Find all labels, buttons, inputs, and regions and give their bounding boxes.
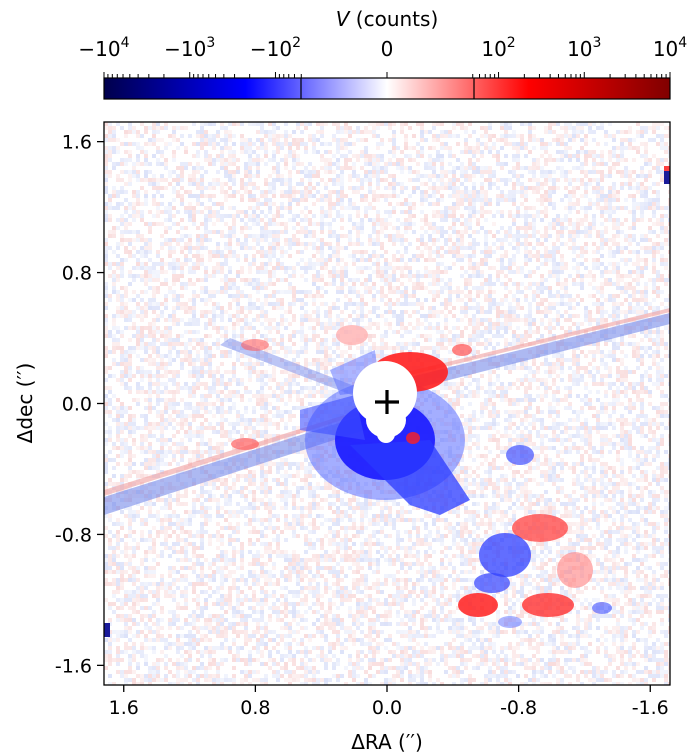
x-tick-label: 0.8 xyxy=(240,697,270,719)
y-axis-ticks: 1.6 0.8 0.0 -0.8 -1.6 xyxy=(55,132,104,677)
colorbar-tick-label: 0 xyxy=(381,37,394,61)
edge-artifact-right xyxy=(664,170,670,184)
y-tick-label: -0.8 xyxy=(55,524,92,546)
y-axis-label: Δdec (′′) xyxy=(13,363,37,444)
streak-upper-left xyxy=(220,338,370,400)
red-spot-upper-left xyxy=(241,339,269,351)
red-spot-left xyxy=(231,438,259,450)
clump-blue-1 xyxy=(479,533,531,577)
x-tick-label: -1.6 xyxy=(632,697,669,719)
clump-blue-3 xyxy=(592,602,612,614)
mask-disc-tail xyxy=(377,425,395,443)
colorbar-ticks xyxy=(103,72,671,78)
red-spot-right xyxy=(452,344,472,356)
star-position-marker xyxy=(375,390,399,414)
colorbar-label: V (counts) xyxy=(336,7,439,31)
colorbar-tick-label: 104 xyxy=(653,35,687,61)
clump-blue-2 xyxy=(474,573,510,593)
colorbar-tick-label: −104 xyxy=(78,35,129,61)
y-tick-label: -1.6 xyxy=(55,655,92,677)
blue-plume-lower xyxy=(350,440,470,515)
x-axis-ticks: 1.6 0.8 0.0 -0.8 -1.6 xyxy=(109,685,669,719)
blue-spot-right xyxy=(506,445,534,465)
colorbar xyxy=(103,77,671,100)
clump-red-4 xyxy=(557,552,593,588)
y-tick-label: 1.6 xyxy=(62,132,92,154)
red-spot-lower xyxy=(406,432,420,444)
streak-upper-right xyxy=(390,313,670,395)
x-tick-label: 1.6 xyxy=(109,697,139,719)
y-tick-label: 0.8 xyxy=(62,263,92,285)
y-tick-label: 0.0 xyxy=(62,394,92,416)
streak-upper-right-red xyxy=(390,308,670,380)
colorbar-tick-label: −103 xyxy=(164,35,215,61)
clump-blue-4 xyxy=(498,616,522,628)
x-tick-label: -0.8 xyxy=(500,697,537,719)
clump-red-1 xyxy=(512,514,568,542)
edge-artifact-right-red xyxy=(664,166,670,171)
x-axis-label: ΔRA (′′) xyxy=(351,730,423,754)
colorbar-tick-label: 103 xyxy=(567,35,601,61)
colorbar-tick-label: −102 xyxy=(250,35,301,61)
x-tick-label: 0.0 xyxy=(372,697,402,719)
edge-artifact-left xyxy=(104,623,110,637)
mask-disc-lower xyxy=(366,402,406,438)
colorbar-tick-label: 102 xyxy=(481,35,515,61)
red-patch-upper xyxy=(336,325,368,345)
clump-red-2 xyxy=(458,593,498,617)
blue-plume-left xyxy=(300,395,365,440)
colorbar-tick-labels: −104 −103 −102 0 102 103 104 xyxy=(78,35,687,61)
image-area xyxy=(104,122,670,685)
clump-red-3 xyxy=(522,593,574,617)
